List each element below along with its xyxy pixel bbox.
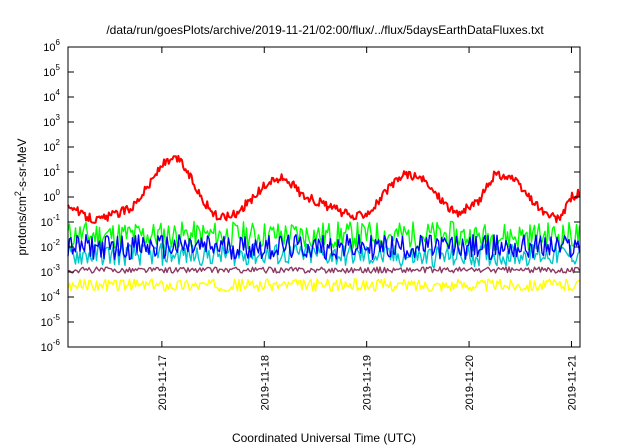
series-line [67, 220, 581, 252]
series-line [67, 266, 581, 274]
y-tick-label: 10-4 [41, 288, 61, 304]
x-tick-label: 2019-11-20 [464, 355, 476, 410]
x-tick-label: 2019-11-21 [566, 355, 578, 410]
series-line [67, 278, 580, 292]
y-tick-label: 10-1 [41, 213, 61, 229]
chart-title: /data/run/goesPlots/archive/2019-11-21/0… [106, 23, 544, 37]
plot-frame [67, 46, 581, 348]
y-tick-label: 101 [43, 163, 60, 179]
y-axis-title: protons/cm2-s-sr-MeV [13, 138, 29, 255]
y-axis-title-rest: -s-sr-MeV [15, 138, 29, 191]
y-tick-label: 10-6 [41, 338, 61, 354]
x-tick-label: 2019-11-17 [157, 355, 169, 410]
y-tick-label: 10-5 [41, 313, 61, 329]
y-axis-title-main: protons/cm [15, 196, 29, 255]
y-axis-title-sup: 2 [13, 191, 23, 196]
y-axis: 10-6 10-5 10-4 10-3 10-2 10-1 100 101 102 103 104 1… [41, 38, 580, 354]
y-tick-label: 104 [43, 88, 60, 104]
y-tick-label: 103 [43, 113, 60, 129]
x-axis: 2019-11-17 2019-11-18 2019-11-19 2019-11-20… [157, 47, 578, 410]
x-axis-title: Coordinated Universal Time (UTC) [232, 431, 416, 445]
y-tick-label: 102 [43, 138, 60, 154]
series-line [67, 154, 581, 224]
series-line [67, 233, 581, 261]
x-tick-label: 2019-11-19 [362, 355, 374, 410]
x-tick-label: 2019-11-18 [259, 355, 271, 410]
y-tick-label: 106 [43, 38, 60, 54]
y-tick-label: 105 [43, 63, 60, 79]
series-layer [67, 154, 581, 292]
y-tick-label: 10-2 [41, 238, 61, 254]
y-tick-label: 10-3 [41, 263, 61, 279]
y-tick-label: 100 [43, 188, 60, 204]
